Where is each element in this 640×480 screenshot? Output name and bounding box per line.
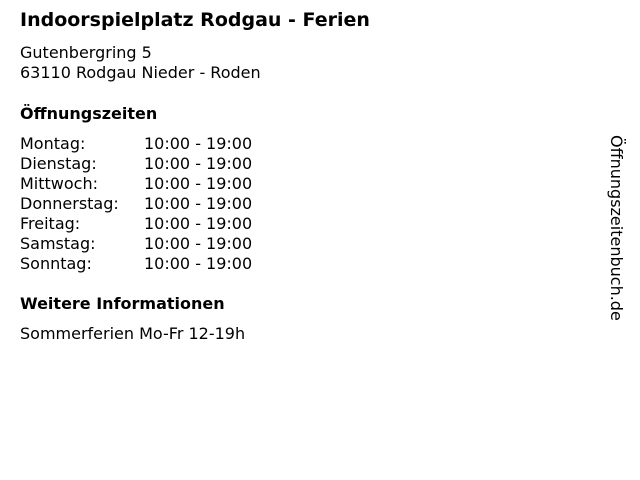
time-value: 10:00 - 19:00 [144, 214, 253, 233]
info-text: Sommerferien Mo-Fr 12-19h [20, 324, 246, 343]
hours-row: Sonntag: 10:00 - 19:00 [20, 254, 252, 274]
hours-row: Montag: 10:00 - 19:00 [20, 134, 252, 154]
address-city: 63110 Rodgau Nieder - Roden [20, 63, 261, 82]
hours-row: Freitag: 10:00 - 19:00 [20, 214, 252, 234]
time-value: 10:00 - 19:00 [144, 254, 253, 273]
watermark: Öffnungszeitenbuch.de [607, 135, 626, 321]
hours-row: Donnerstag: 10:00 - 19:00 [20, 194, 252, 214]
time-value: 10:00 - 19:00 [144, 234, 253, 253]
hours-row: Samstag: 10:00 - 19:00 [20, 234, 252, 254]
page-title: Indoorspielplatz Rodgau - Ferien [20, 9, 370, 31]
info-heading: Weitere Informationen [20, 294, 225, 313]
hours-row: Mittwoch: 10:00 - 19:00 [20, 174, 252, 194]
time-value: 10:00 - 19:00 [144, 194, 253, 213]
time-value: 10:00 - 19:00 [144, 134, 253, 153]
hours-heading: Öffnungszeiten [20, 104, 158, 123]
time-value: 10:00 - 19:00 [144, 154, 253, 173]
day-label: Mittwoch: [20, 174, 98, 193]
hours-row: Dienstag: 10:00 - 19:00 [20, 154, 252, 174]
day-label: Dienstag: [20, 154, 97, 173]
time-value: 10:00 - 19:00 [144, 174, 253, 193]
address-street: Gutenbergring 5 [20, 43, 152, 62]
day-label: Montag: [20, 134, 86, 153]
day-label: Samstag: [20, 234, 96, 253]
day-label: Sonntag: [20, 254, 92, 273]
day-label: Donnerstag: [20, 194, 119, 213]
day-label: Freitag: [20, 214, 81, 233]
